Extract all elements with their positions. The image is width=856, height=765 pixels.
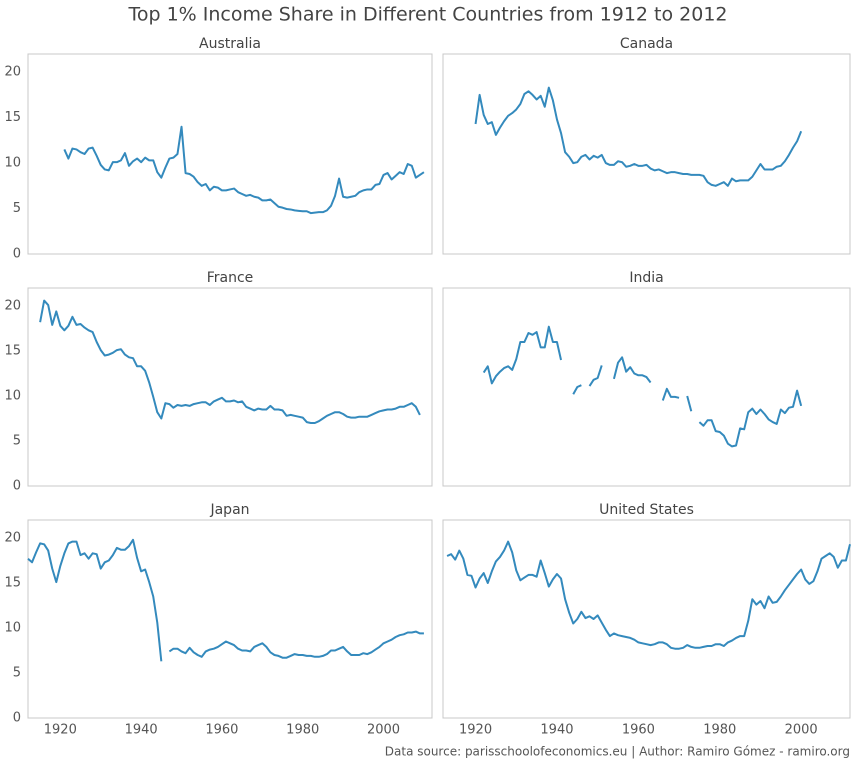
y-tick-label: 0 — [13, 479, 21, 494]
data-line — [446, 540, 851, 650]
x-tick-label: 1920 — [44, 723, 77, 738]
y-tick-label: 10 — [4, 156, 21, 171]
y-tick-label: 15 — [4, 576, 21, 591]
panel-frame — [442, 53, 851, 255]
y-tick-label: 15 — [4, 344, 21, 359]
x-tick-label: 1940 — [125, 723, 158, 738]
panel-frame — [442, 519, 851, 719]
x-tick-label: 1940 — [540, 723, 573, 738]
panel-title: United States — [599, 502, 694, 518]
panel-frame — [27, 53, 433, 255]
x-tick-label: 1920 — [459, 723, 492, 738]
y-tick-label: 5 — [13, 201, 21, 216]
data-line — [39, 299, 421, 424]
panel-title: Japan — [209, 502, 249, 518]
y-tick-label: 5 — [13, 666, 21, 681]
panel-frame — [27, 287, 433, 487]
x-tick-label: 1980 — [703, 723, 736, 738]
x-tick-label: 1980 — [286, 723, 319, 738]
y-tick-label: 20 — [4, 299, 21, 314]
x-tick-label: 2000 — [367, 723, 400, 738]
data-line — [474, 86, 803, 187]
panel-frame — [27, 519, 433, 719]
y-tick-label: 10 — [4, 621, 21, 636]
chart-title: Top 1% Income Share in Different Countri… — [127, 4, 727, 26]
y-tick-label: 20 — [4, 65, 21, 80]
panel-title: India — [629, 270, 663, 286]
source-note: Data source: parisschoolofeconomics.eu |… — [385, 745, 850, 759]
x-tick-label: 1960 — [622, 723, 655, 738]
y-tick-label: 20 — [4, 531, 21, 546]
y-tick-label: 10 — [4, 389, 21, 404]
y-tick-label: 0 — [13, 711, 21, 726]
data-line — [482, 325, 803, 448]
y-tick-label: 15 — [4, 110, 21, 125]
y-tick-label: 0 — [13, 247, 21, 262]
x-tick-label: 1960 — [205, 723, 238, 738]
data-line — [63, 125, 425, 215]
panel-title: France — [207, 270, 254, 286]
panel-title: Australia — [199, 36, 261, 52]
data-line — [27, 538, 424, 662]
panel-frame — [442, 287, 851, 487]
x-tick-label: 2000 — [785, 723, 818, 738]
panel-title: Canada — [620, 36, 673, 52]
y-tick-label: 5 — [13, 434, 21, 449]
